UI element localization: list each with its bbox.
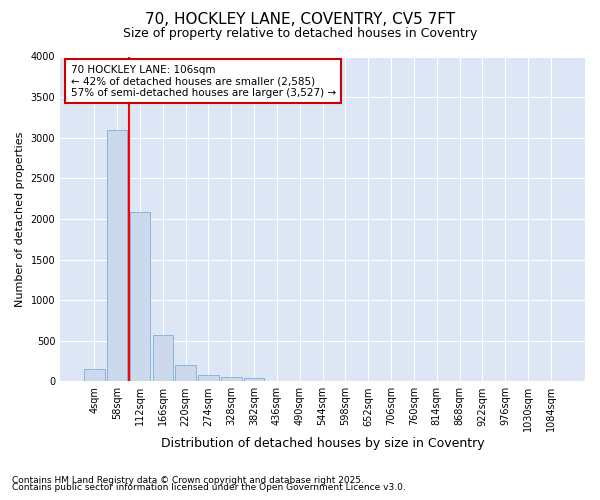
Bar xyxy=(107,130,127,382)
Text: Size of property relative to detached houses in Coventry: Size of property relative to detached ho… xyxy=(123,28,477,40)
Bar xyxy=(130,212,150,382)
Text: Contains HM Land Registry data © Crown copyright and database right 2025.: Contains HM Land Registry data © Crown c… xyxy=(12,476,364,485)
X-axis label: Distribution of detached houses by size in Coventry: Distribution of detached houses by size … xyxy=(161,437,484,450)
Bar xyxy=(84,369,104,382)
Bar xyxy=(152,334,173,382)
Text: 70 HOCKLEY LANE: 106sqm
← 42% of detached houses are smaller (2,585)
57% of semi: 70 HOCKLEY LANE: 106sqm ← 42% of detache… xyxy=(71,64,336,98)
Text: 70, HOCKLEY LANE, COVENTRY, CV5 7FT: 70, HOCKLEY LANE, COVENTRY, CV5 7FT xyxy=(145,12,455,28)
Bar xyxy=(198,375,219,382)
Y-axis label: Number of detached properties: Number of detached properties xyxy=(15,131,25,306)
Bar xyxy=(175,365,196,382)
Text: Contains public sector information licensed under the Open Government Licence v3: Contains public sector information licen… xyxy=(12,484,406,492)
Bar xyxy=(244,378,265,382)
Bar xyxy=(221,377,242,382)
